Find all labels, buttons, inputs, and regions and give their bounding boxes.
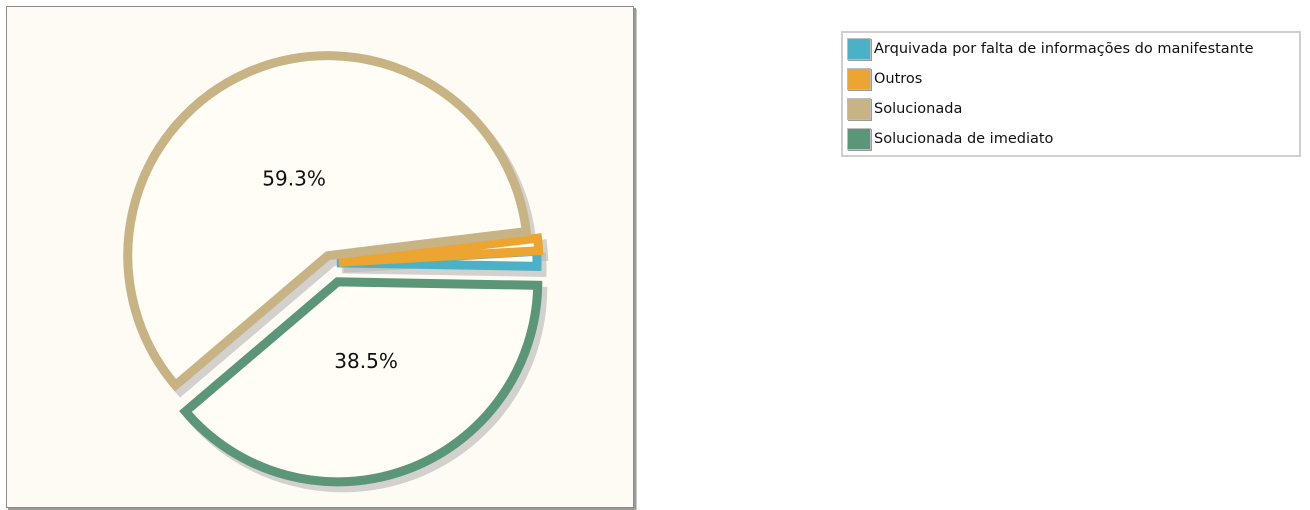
- legend-label: Outros: [874, 71, 923, 87]
- slice-labels: 59.3% 38.5%: [262, 167, 398, 373]
- legend-swatch: [847, 128, 871, 150]
- legend-label: Solucionada de imediato: [874, 131, 1054, 147]
- slice-value-label: 59.3%: [262, 167, 326, 191]
- legend-label: Solucionada: [874, 101, 963, 117]
- legend-item-outros: Outros: [843, 64, 1299, 94]
- legend-swatch: [847, 98, 871, 120]
- slices: [123, 51, 544, 487]
- pie-chart: 59.3% 38.5%: [123, 51, 549, 493]
- legend-item-arquivada-por-falta-de-informacoes-do-manifestante: Arquivada por falta de informações do ma…: [843, 34, 1299, 64]
- legend-swatch: [847, 38, 871, 60]
- pie-slice-outros: [338, 233, 544, 267]
- slice-value-label: 38.5%: [334, 349, 398, 373]
- chart-plot-area: 59.3% 38.5%: [6, 6, 634, 508]
- pie-slice-solucionada-de-imediato: [179, 277, 543, 487]
- pie-slice-solucionada: [123, 51, 532, 392]
- legend-item-solucionada: Solucionada: [843, 94, 1299, 124]
- legend-item-solucionada-de-imediato: Solucionada de imediato: [843, 124, 1299, 154]
- legend: Arquivada por falta de informações do ma…: [841, 31, 1301, 157]
- legend-swatch: [847, 68, 871, 90]
- legend-label: Arquivada por falta de informações do ma…: [874, 41, 1254, 57]
